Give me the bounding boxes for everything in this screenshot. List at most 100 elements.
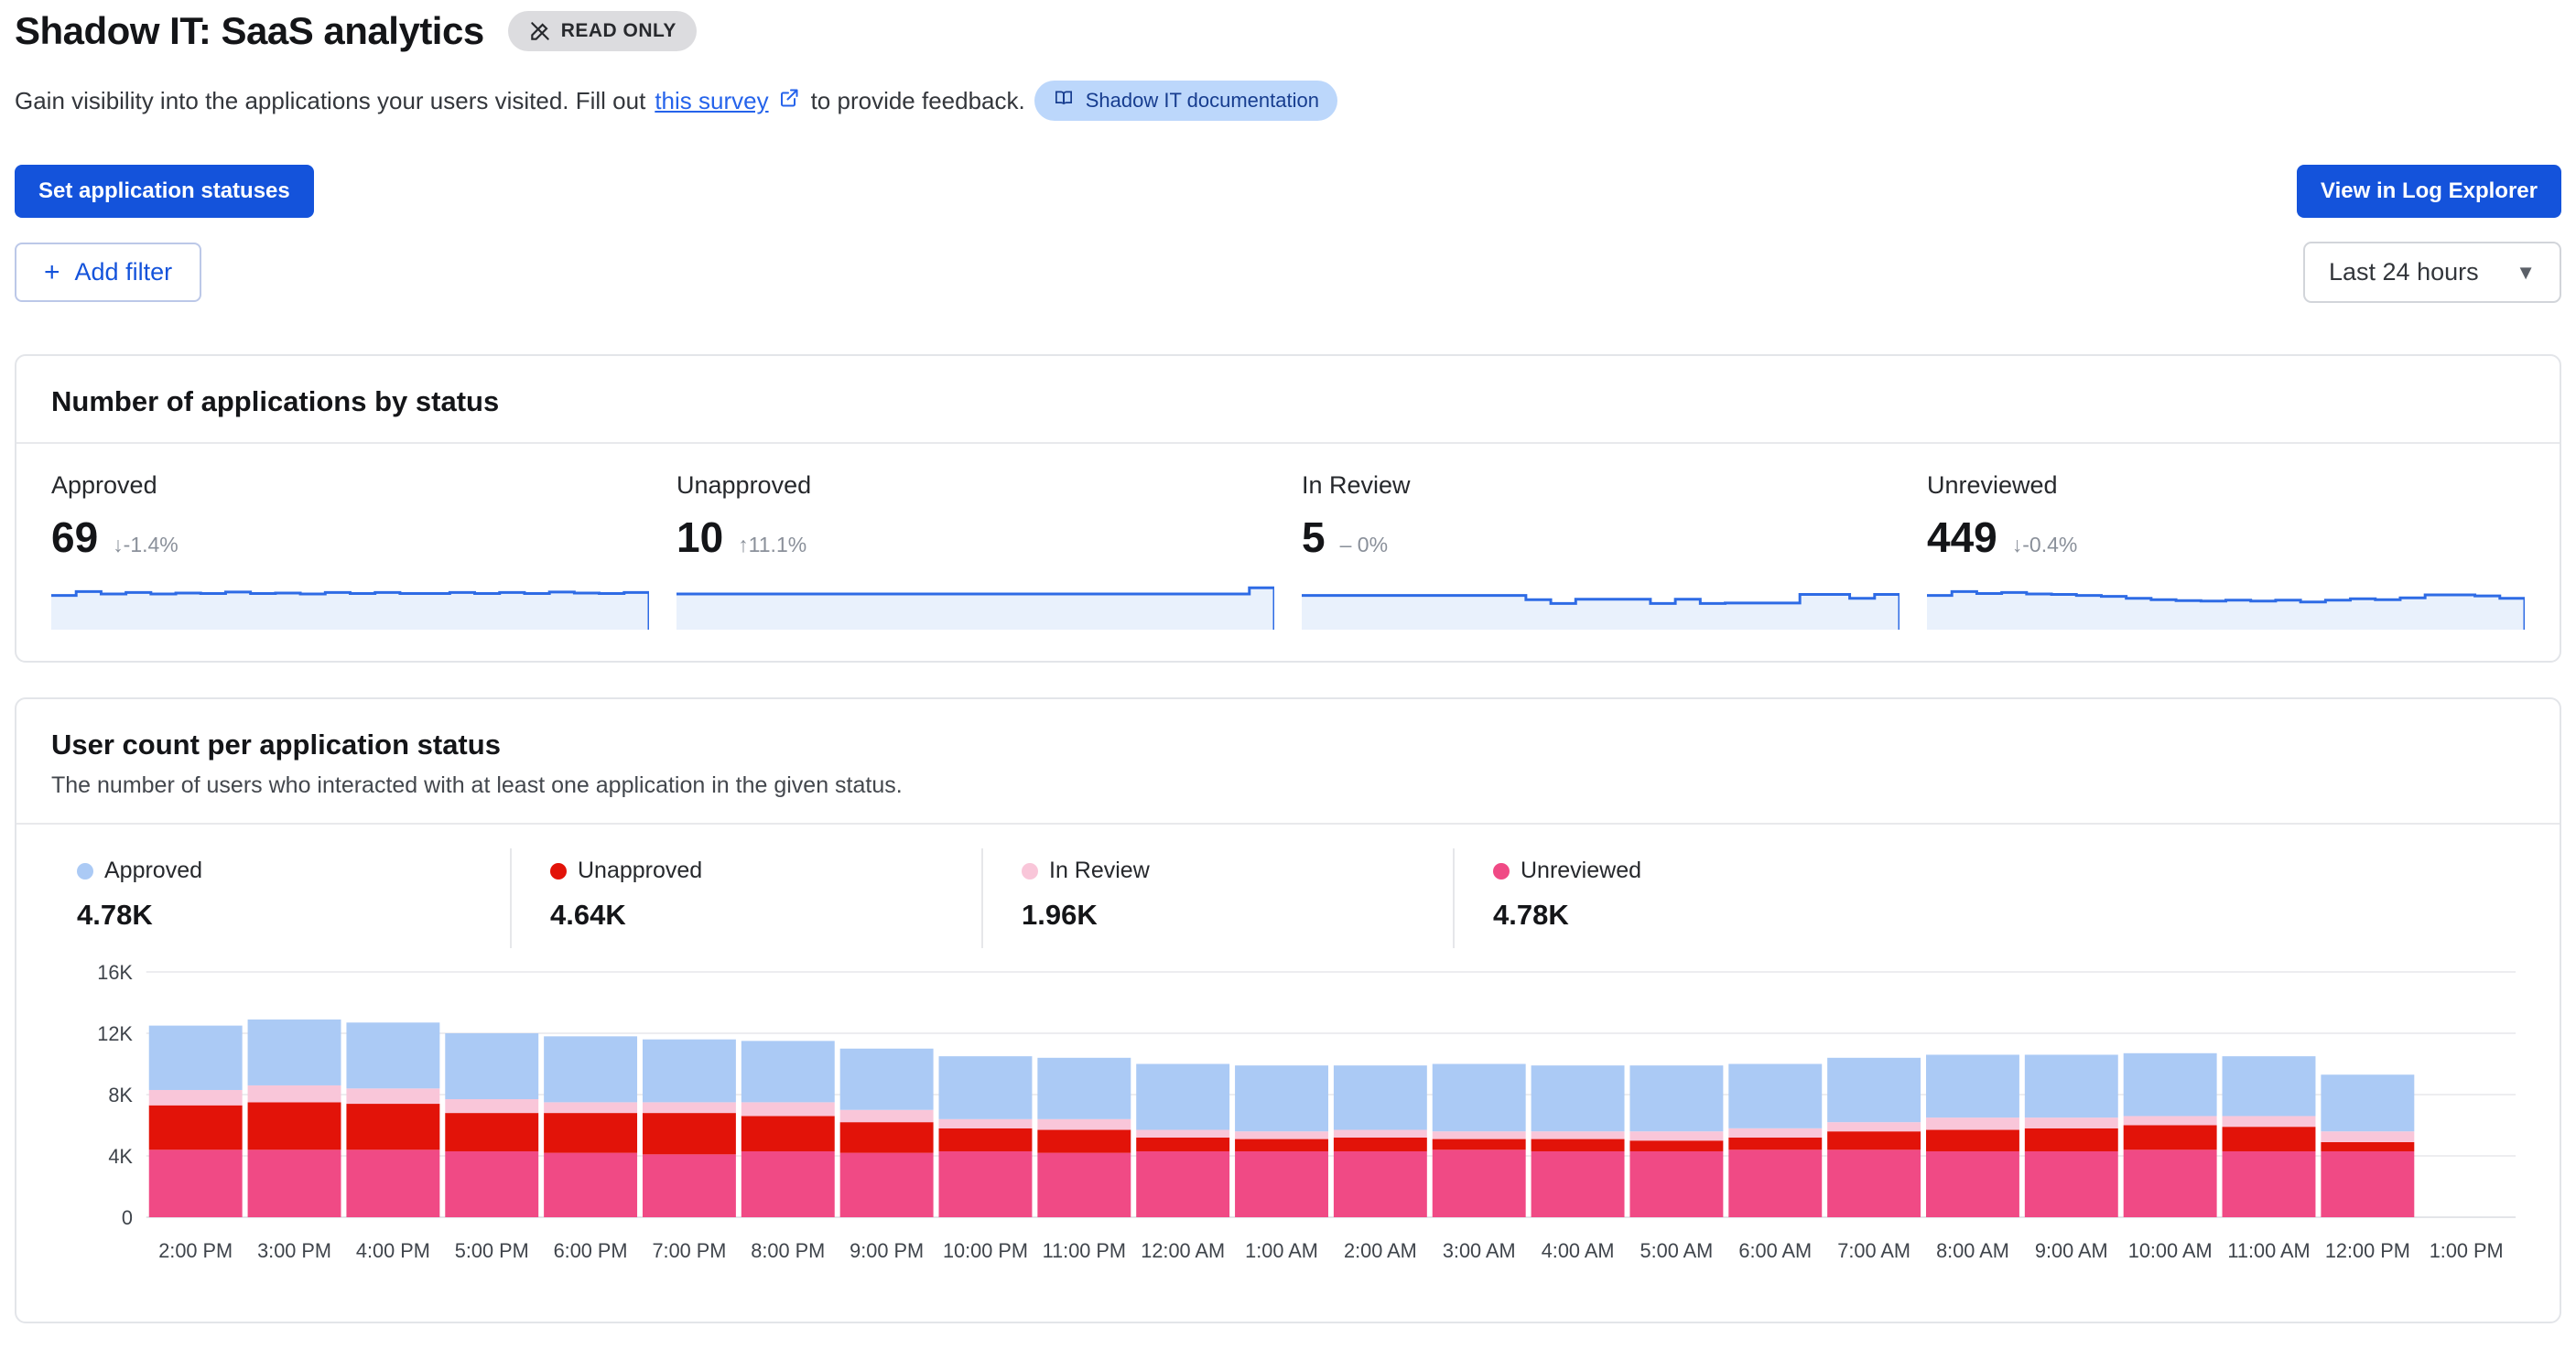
legend-dot-approved [77,862,93,880]
legend-label: In Review [1049,858,1150,883]
stat-label: Approved [51,471,157,499]
status-stats-row: Approved 69 ↓-1.4% Unapproved 10 ↑11.1% … [16,444,2560,661]
svg-text:5:00 PM: 5:00 PM [455,1239,529,1262]
description-suffix: to provide feedback. [810,86,1025,114]
legend-unapproved[interactable]: Unapproved 4.64K [510,848,981,948]
svg-text:12:00 AM: 12:00 AM [1141,1239,1225,1262]
documentation-pill-label: Shadow IT documentation [1085,89,1319,112]
svg-text:8:00 PM: 8:00 PM [751,1239,825,1262]
time-range-select[interactable]: Last 24 hours ▼ [2303,242,2561,303]
stat-in-review: In Review 5 – 0% [1302,471,1900,630]
svg-text:3:00 AM: 3:00 AM [1443,1239,1516,1262]
stat-unreviewed: Unreviewed 449 ↓-0.4% [1927,471,2525,630]
stat-label: Unapproved [676,471,812,499]
sparkline-in-review [1302,593,1900,630]
svg-text:12K: 12K [97,1022,133,1045]
card-divider [16,823,2560,825]
legend-approved[interactable]: Approved 4.78K [38,848,510,948]
add-filter-label: Add filter [74,258,173,286]
add-filter-button[interactable]: + Add filter [15,243,202,302]
description-prefix: Gain visibility into the applications yo… [15,86,646,114]
read-only-badge: READ ONLY [507,11,697,51]
stat-approved: Approved 69 ↓-1.4% [51,471,649,630]
svg-text:7:00 AM: 7:00 AM [1837,1239,1910,1262]
legend-label: Unreviewed [1521,858,1642,883]
svg-text:9:00 AM: 9:00 AM [2035,1239,2108,1262]
svg-text:5:00 AM: 5:00 AM [1640,1239,1714,1262]
applications-card-title: Number of applications by status [51,385,500,417]
stat-value: 69 [51,513,99,561]
stat-delta: ↓-0.4% [2011,533,2078,556]
sparkline-approved [51,589,649,630]
documentation-pill[interactable]: Shadow IT documentation [1034,81,1337,121]
svg-text:6:00 PM: 6:00 PM [554,1239,628,1262]
svg-text:16K: 16K [97,963,133,984]
legend-value: 1.96K [1022,899,1098,931]
time-range-value: Last 24 hours [2329,258,2479,286]
stat-unapproved: Unapproved 10 ↑11.1% [676,471,1274,630]
sparkline-unapproved [676,586,1274,630]
svg-text:11:00 AM: 11:00 AM [2227,1239,2310,1262]
stat-delta: ↓-1.4% [113,533,179,556]
legend-value: 4.78K [1493,899,1569,931]
stat-value: 10 [676,513,724,561]
survey-link[interactable]: this survey [655,86,769,114]
stat-value: 5 [1302,513,1326,561]
svg-text:0: 0 [122,1206,133,1229]
toolbar-filter-row: + Add filter Last 24 hours ▼ [15,242,2561,303]
svg-text:4K: 4K [108,1145,133,1168]
pencil-off-icon [528,19,552,43]
stat-value: 449 [1927,513,1997,561]
legend-in-review[interactable]: In Review 1.96K [981,848,1453,948]
plus-icon: + [44,256,60,287]
page-header: Shadow IT: SaaS analytics READ ONLY Gain… [15,9,2561,121]
user-count-card: User count per application status The nu… [15,697,2561,1323]
svg-text:2:00 AM: 2:00 AM [1344,1239,1417,1262]
svg-text:3:00 PM: 3:00 PM [257,1239,331,1262]
svg-text:12:00 PM: 12:00 PM [2325,1239,2410,1262]
chart-legend: Approved 4.78K Unapproved 4.64K In Revie… [38,848,1924,948]
read-only-label: READ ONLY [560,20,676,41]
svg-text:7:00 PM: 7:00 PM [652,1239,726,1262]
page-description: Gain visibility into the applications yo… [15,81,2561,121]
stat-delta: – 0% [1339,533,1389,556]
stat-delta: ↑11.1% [738,533,807,556]
svg-text:4:00 PM: 4:00 PM [356,1239,430,1262]
user-count-card-subtitle: The number of users who interacted with … [51,772,903,798]
stat-label: In Review [1302,471,1411,499]
book-icon [1053,87,1075,114]
toolbar-primary-row: Set application statuses View in Log Exp… [15,165,2561,218]
legend-value: 4.78K [77,899,153,931]
svg-text:2:00 PM: 2:00 PM [158,1239,233,1262]
sparkline-unreviewed [1927,589,2525,630]
legend-label: Unapproved [578,858,703,883]
svg-text:8:00 AM: 8:00 AM [1936,1239,2009,1262]
chevron-down-icon: ▼ [2516,260,2536,284]
view-in-log-explorer-button[interactable]: View in Log Explorer [2297,165,2561,218]
svg-text:10:00 AM: 10:00 AM [2128,1239,2213,1262]
svg-text:8K: 8K [108,1084,133,1106]
user-count-stacked-bar-chart[interactable]: 0 4K 8K 12K 16K 2:00 PM 3:00 PM 4:00 PM 5:00 PM 6… [51,963,2525,1294]
applications-by-status-card: Number of applications by status Approve… [15,354,2561,663]
set-application-statuses-button[interactable]: Set application statuses [15,165,314,218]
svg-text:1:00 PM: 1:00 PM [2430,1239,2504,1262]
page-title: Shadow IT: SaaS analytics [15,9,484,52]
svg-text:11:00 PM: 11:00 PM [1043,1239,1126,1262]
card-divider [16,442,2560,444]
svg-text:10:00 PM: 10:00 PM [943,1239,1028,1262]
chart-area: 0 4K 8K 12K 16K 2:00 PM 3:00 PM 4:00 PM 5:00 PM 6… [16,955,2560,1322]
legend-label: Approved [104,858,203,883]
legend-dot-unapproved [550,862,567,880]
legend-value: 4.64K [550,899,626,931]
legend-dot-unreviewed [1493,862,1510,880]
svg-text:6:00 AM: 6:00 AM [1738,1239,1812,1262]
svg-text:1:00 AM: 1:00 AM [1245,1239,1318,1262]
stat-label: Unreviewed [1927,471,2058,499]
svg-text:9:00 PM: 9:00 PM [850,1239,924,1262]
legend-dot-in-review [1022,862,1038,880]
user-count-card-title: User count per application status [51,729,501,761]
external-link-icon [778,87,800,115]
legend-unreviewed[interactable]: Unreviewed 4.78K [1453,848,1924,948]
svg-text:4:00 AM: 4:00 AM [1542,1239,1615,1262]
